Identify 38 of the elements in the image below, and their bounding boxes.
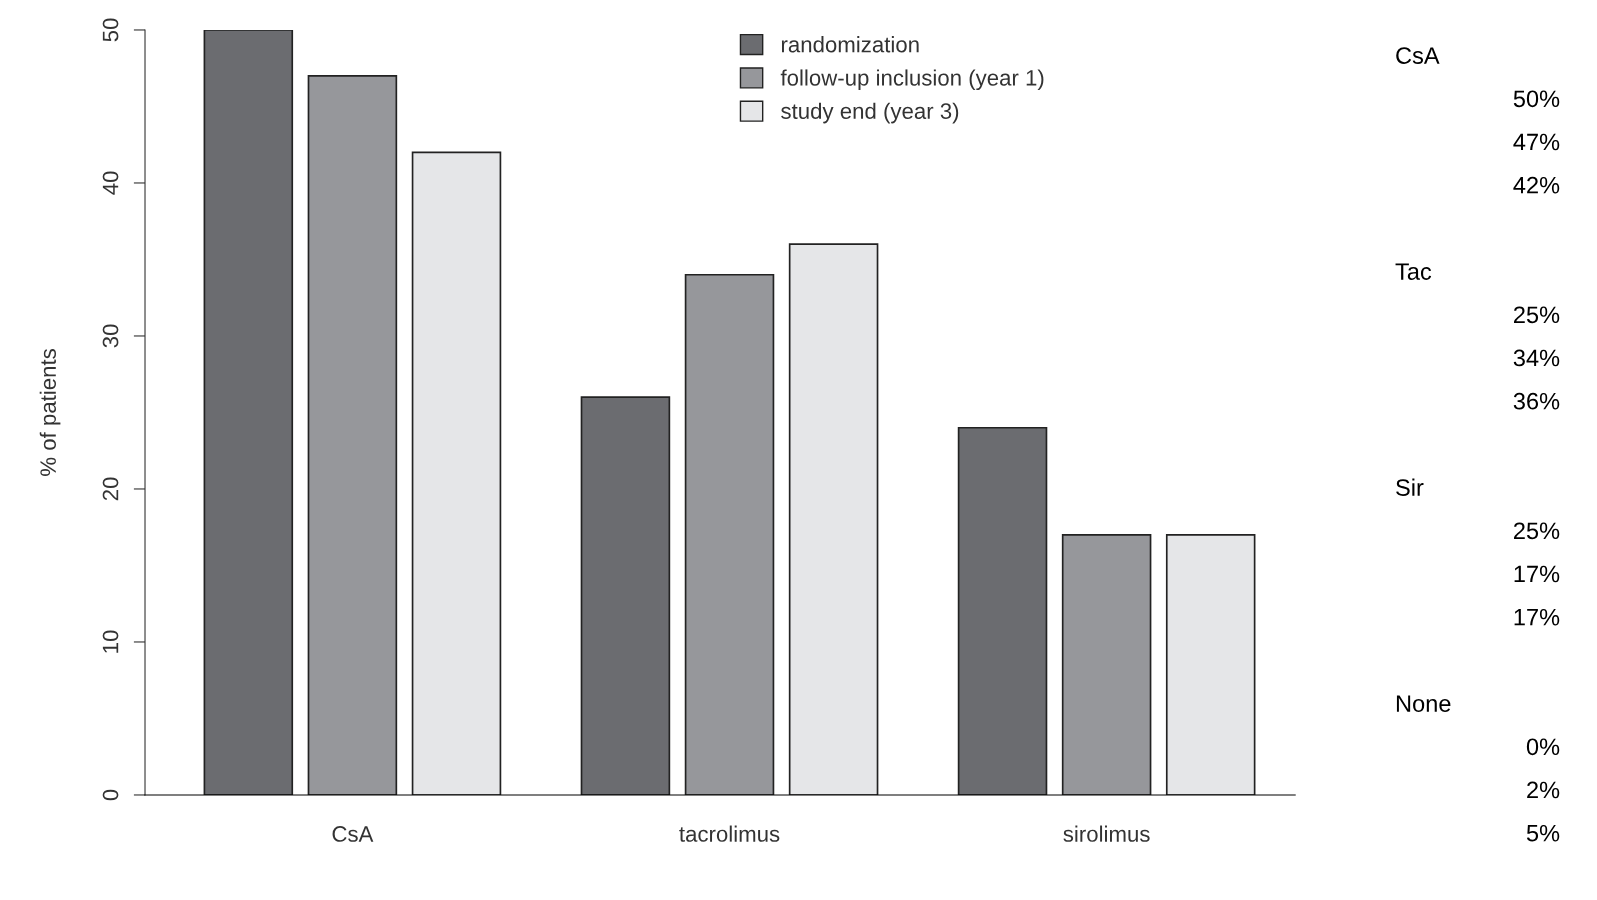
text: 17% — [1514, 565, 1560, 583]
bar — [1165, 534, 1256, 795]
bar — [411, 151, 502, 795]
legend-label: study end (year 3) — [781, 102, 959, 124]
y-axis-title: % of patients — [39, 349, 61, 476]
y-tick-label: 0 — [102, 789, 119, 801]
bar — [307, 75, 398, 795]
bar — [203, 29, 294, 795]
bar — [957, 426, 1048, 795]
text: 25% — [1514, 306, 1560, 324]
bar — [1061, 534, 1152, 795]
text: 25% — [1514, 522, 1560, 540]
text: 2% — [1527, 781, 1560, 799]
text: 0% — [1526, 738, 1560, 756]
y-tick-label: 30 — [102, 324, 119, 348]
text: 50% — [1513, 90, 1560, 108]
text: 5% — [1526, 824, 1560, 842]
y-tick-label: 40 — [102, 171, 119, 195]
x-tick-label: CsA — [332, 826, 374, 842]
text: None — [1396, 695, 1451, 712]
text: 47% — [1513, 133, 1560, 151]
bar — [580, 396, 671, 795]
y-tick-label: 20 — [102, 477, 119, 501]
y-tick-label: 10 — [102, 630, 119, 653]
text: CsA — [1396, 47, 1440, 64]
y-tick-label: 50 — [102, 18, 119, 42]
x-tick-label: tacrolimus — [679, 825, 780, 842]
text: Tac — [1395, 263, 1432, 280]
text: 34% — [1513, 349, 1560, 367]
x-tick-label: sirolimus — [1063, 825, 1150, 842]
legend-label: follow-up inclusion (year 1) — [780, 69, 1044, 91]
legend-label: randomization — [781, 36, 919, 53]
bar — [684, 273, 775, 795]
text: 36% — [1513, 392, 1560, 410]
text: 17% — [1514, 608, 1560, 626]
text: Sir — [1396, 478, 1424, 496]
text: 42% — [1513, 176, 1560, 194]
bar — [788, 243, 879, 795]
